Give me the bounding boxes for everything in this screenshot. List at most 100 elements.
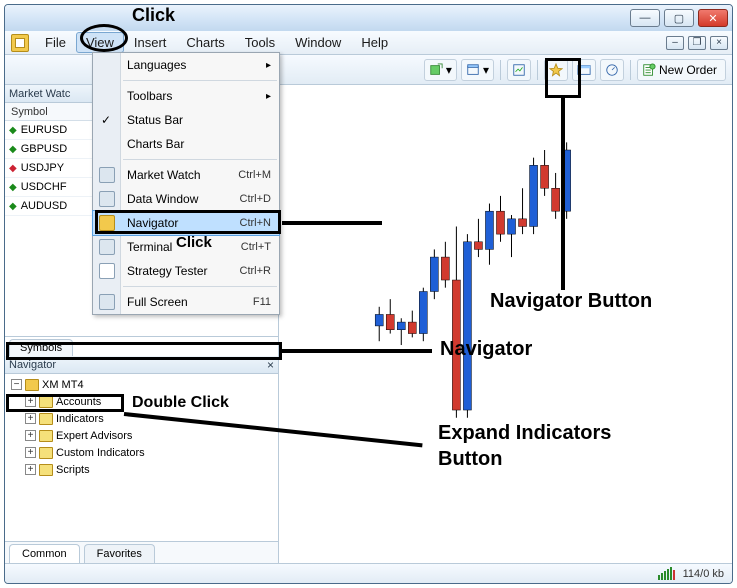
- tree-label: Expert Advisors: [56, 430, 132, 442]
- navigator-header[interactable]: Navigator ×: [5, 356, 278, 374]
- expand-icon[interactable]: +: [25, 447, 36, 458]
- menu-help[interactable]: Help: [351, 32, 398, 53]
- terminal-icon: [99, 239, 115, 255]
- menu-item-shortcut: Ctrl+N: [240, 217, 271, 229]
- app-icon: [11, 34, 29, 52]
- market-watch-tab-symbols[interactable]: Symbols: [9, 339, 73, 356]
- menu-item-shortcut: F11: [253, 296, 271, 308]
- navigator-item-scripts[interactable]: + Scripts: [5, 461, 278, 478]
- toolbar-new-order-button[interactable]: New Order: [637, 59, 726, 81]
- market-watch-icon: [99, 167, 115, 183]
- symbol-label: USDCHF: [21, 181, 67, 193]
- tree-label: Accounts: [56, 396, 101, 408]
- connection-bars-icon: [658, 567, 675, 580]
- menu-item-label: Strategy Tester: [127, 264, 207, 278]
- navigator-title: Navigator: [9, 359, 56, 371]
- navigator-icon: [99, 215, 115, 231]
- navigator-close-icon[interactable]: ×: [267, 358, 274, 372]
- check-icon: ✓: [101, 113, 111, 127]
- tree-label: Custom Indicators: [56, 447, 145, 459]
- menu-item-full-screen[interactable]: Full Screen F11: [93, 290, 279, 314]
- menu-item-label: Charts Bar: [127, 137, 184, 151]
- toolbar-market-watch-button[interactable]: [507, 59, 531, 81]
- submenu-arrow-icon: ▸: [266, 60, 271, 71]
- submenu-arrow-icon: ▸: [266, 91, 271, 102]
- menu-item-terminal[interactable]: Terminal Ctrl+T: [93, 235, 279, 259]
- expand-icon[interactable]: +: [25, 396, 36, 407]
- menu-item-navigator[interactable]: NavigatorCtrl+N: [93, 211, 279, 235]
- expand-icon[interactable]: +: [25, 430, 36, 441]
- strategy-tester-icon: [99, 263, 115, 279]
- folder-icon: [39, 447, 53, 459]
- menu-item-shortcut: Ctrl+T: [241, 241, 271, 253]
- expand-icon[interactable]: +: [25, 464, 36, 475]
- symbol-label: EURUSD: [21, 124, 67, 136]
- menu-item-languages[interactable]: Languages ▸: [93, 53, 279, 77]
- toolbar-terminal-button[interactable]: [572, 59, 596, 81]
- symbol-label: GBPUSD: [21, 143, 67, 155]
- new-order-label: New Order: [659, 63, 717, 77]
- menu-item-data-window[interactable]: Data WindowCtrl+D: [93, 187, 279, 211]
- close-button[interactable]: ✕: [698, 9, 728, 27]
- menu-item-shortcut: Ctrl+R: [240, 265, 271, 277]
- toolbar-strategy-tester-button[interactable]: [600, 59, 624, 81]
- direction-icon: ◆: [9, 144, 17, 155]
- menu-tools[interactable]: Tools: [235, 32, 285, 53]
- menu-charts[interactable]: Charts: [176, 32, 234, 53]
- navigator-tab-favorites[interactable]: Favorites: [84, 544, 155, 563]
- menu-item-label: Status Bar: [127, 113, 183, 127]
- mdi-minimize-button[interactable]: –: [666, 36, 684, 50]
- symbol-label: AUDUSD: [21, 200, 67, 212]
- menu-item-shortcut: Ctrl+D: [240, 193, 271, 205]
- menu-item-label: Languages: [127, 58, 186, 72]
- full-screen-icon: [99, 294, 115, 310]
- toolbar-profiles-button[interactable]: ▾: [461, 59, 494, 81]
- collapse-icon[interactable]: −: [11, 379, 22, 390]
- menu-item-label: Terminal: [127, 240, 172, 254]
- navigator-tabs: Common Favorites: [5, 541, 278, 563]
- status-kb: 114/0 kb: [683, 568, 724, 580]
- direction-icon: ◆: [9, 201, 17, 212]
- menu-item-market-watch[interactable]: Market Watch Ctrl+M: [93, 163, 279, 187]
- folder-icon: [25, 379, 39, 391]
- status-bar: 114/0 kb: [5, 563, 732, 583]
- menu-item-label: Full Screen: [127, 295, 188, 309]
- navigator-item-indicators[interactable]: + Indicators: [5, 410, 278, 427]
- menu-item-shortcut: Ctrl+M: [238, 169, 271, 181]
- navigator-tab-common[interactable]: Common: [9, 544, 80, 563]
- menu-item-strategy-tester[interactable]: Strategy Tester Ctrl+R: [93, 259, 279, 283]
- tree-label: Indicators: [56, 413, 104, 425]
- navigator-root[interactable]: − XM MT4: [5, 376, 278, 393]
- menu-item-toolbars[interactable]: Toolbars ▸: [93, 84, 279, 108]
- menu-item-label: Toolbars: [127, 89, 172, 103]
- minimize-button[interactable]: —: [630, 9, 660, 27]
- navigator-tree: − XM MT4 + Accounts + Indicators + Expert Advis…: [5, 374, 278, 541]
- market-watch-tabs: Symbols: [5, 336, 278, 356]
- market-watch-title: Market Watc: [9, 88, 70, 100]
- navigator-item-expert-advisors[interactable]: + Expert Advisors: [5, 427, 278, 444]
- menu-item-status-bar[interactable]: ✓ Status Bar: [93, 108, 279, 132]
- menu-view[interactable]: View: [76, 32, 124, 53]
- menu-item-label: Market Watch: [127, 168, 201, 182]
- tree-label: Scripts: [56, 464, 90, 476]
- data-window-icon: [99, 191, 115, 207]
- toolbar-navigator-button[interactable]: [544, 59, 568, 81]
- expand-icon[interactable]: +: [25, 413, 36, 424]
- navigator-item-custom-indicators[interactable]: + Custom Indicators: [5, 444, 278, 461]
- menu-window[interactable]: Window: [285, 32, 351, 53]
- maximize-button[interactable]: ▢: [664, 9, 694, 27]
- navigator-item-accounts[interactable]: + Accounts: [5, 393, 278, 410]
- direction-icon: ◆: [9, 125, 17, 136]
- menu-item-charts-bar[interactable]: Charts Bar: [93, 132, 279, 156]
- tree-label: XM MT4: [42, 379, 84, 391]
- folder-icon: [39, 464, 53, 476]
- direction-icon: ◆: [9, 182, 17, 193]
- menu-insert[interactable]: Insert: [124, 32, 177, 53]
- chart-area[interactable]: [279, 85, 732, 563]
- title-bar: — ▢ ✕: [5, 5, 732, 31]
- folder-icon: [39, 413, 53, 425]
- mdi-close-button[interactable]: ×: [710, 36, 728, 50]
- mdi-restore-button[interactable]: ❐: [688, 36, 706, 50]
- toolbar-new-chart-button[interactable]: ▾: [424, 59, 457, 81]
- menu-file[interactable]: File: [35, 32, 76, 53]
